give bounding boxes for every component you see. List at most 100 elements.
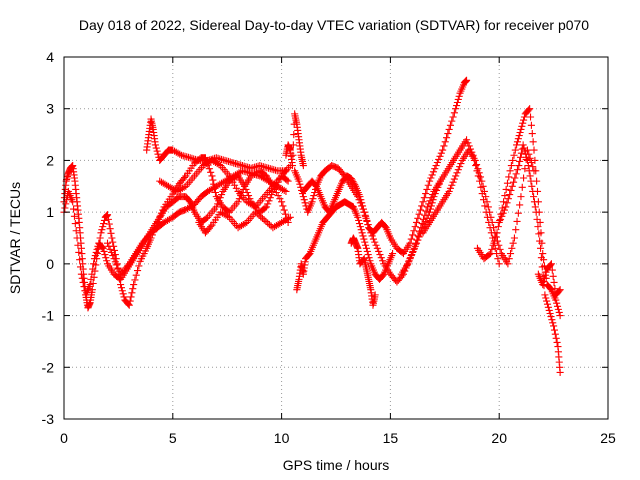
data-point xyxy=(534,223,542,231)
data-point xyxy=(545,306,553,314)
data-point xyxy=(87,275,95,283)
y-tick-label: 1 xyxy=(46,204,54,220)
data-point xyxy=(153,147,161,155)
data-point xyxy=(527,177,535,185)
data-point xyxy=(407,235,415,243)
data-point xyxy=(520,144,528,152)
data-point xyxy=(284,177,292,185)
data-point xyxy=(450,175,458,183)
data-point xyxy=(215,197,223,205)
data-point xyxy=(379,257,387,265)
data-point xyxy=(357,196,365,204)
data-point xyxy=(547,261,555,269)
data-point xyxy=(105,220,113,228)
data-point xyxy=(106,225,114,233)
data-point xyxy=(479,182,487,190)
data-point xyxy=(488,245,496,253)
data-point xyxy=(97,229,105,237)
data-point xyxy=(521,165,529,173)
data-point xyxy=(492,233,500,241)
data-point xyxy=(128,289,136,297)
data-point xyxy=(422,189,430,198)
data-point xyxy=(536,237,544,245)
data-point xyxy=(299,162,307,170)
data-point xyxy=(488,218,496,227)
data-point xyxy=(289,151,297,159)
series-track-n xyxy=(419,146,538,268)
data-point xyxy=(102,254,110,262)
data-point xyxy=(126,297,134,305)
data-point xyxy=(132,271,140,279)
data-point xyxy=(478,177,486,185)
data-point xyxy=(413,236,421,244)
data-point xyxy=(420,194,428,202)
data-point xyxy=(527,121,535,129)
data-point xyxy=(212,203,220,211)
data-point xyxy=(426,197,434,205)
data-point xyxy=(502,203,510,211)
data-point xyxy=(529,163,537,171)
x-tick-label: 25 xyxy=(600,430,616,446)
x-axis-label: GPS time / hours xyxy=(283,457,390,473)
data-point xyxy=(70,212,78,220)
data-point xyxy=(115,274,123,282)
data-point xyxy=(509,156,517,164)
data-point xyxy=(354,213,362,221)
data-point xyxy=(550,326,559,334)
data-point xyxy=(217,191,226,199)
data-point xyxy=(109,238,117,246)
data-point xyxy=(514,209,522,217)
data-point xyxy=(511,146,519,154)
data-point xyxy=(536,218,544,227)
data-point xyxy=(486,249,495,258)
series-track-g xyxy=(282,110,307,170)
data-point xyxy=(106,245,114,253)
data-point xyxy=(308,198,316,206)
data-point xyxy=(452,105,460,113)
data-point xyxy=(79,278,87,287)
data-point xyxy=(500,198,508,206)
data-point xyxy=(489,224,498,232)
data-point xyxy=(517,193,525,201)
data-point xyxy=(550,322,558,330)
grid xyxy=(64,57,608,419)
series-track-c xyxy=(103,167,290,278)
data-point xyxy=(364,221,372,229)
data-point xyxy=(360,208,368,216)
data-point xyxy=(286,213,294,221)
data-point xyxy=(410,227,418,235)
data-point xyxy=(539,249,547,258)
data-point xyxy=(464,139,472,147)
y-tick-label: -1 xyxy=(42,308,55,324)
data-point xyxy=(427,174,435,182)
data-point xyxy=(532,208,540,216)
data-point xyxy=(91,252,99,260)
data-point xyxy=(547,260,555,268)
data-point xyxy=(551,330,559,338)
y-tick-label: -3 xyxy=(42,411,55,427)
data-point xyxy=(242,185,250,193)
data-point xyxy=(454,166,462,174)
data-point xyxy=(448,117,456,125)
data-point xyxy=(290,131,298,139)
data-point xyxy=(103,211,112,219)
data-point xyxy=(75,248,83,257)
data-point xyxy=(86,280,94,289)
data-point xyxy=(110,255,118,263)
data-point xyxy=(283,176,291,184)
series-track-e xyxy=(156,156,294,211)
data-point xyxy=(522,150,530,158)
data-point xyxy=(485,250,493,259)
data-point xyxy=(441,138,449,146)
data-point xyxy=(140,249,148,258)
data-point xyxy=(118,287,126,295)
data-point xyxy=(514,135,522,143)
data-point xyxy=(508,244,516,252)
data-point xyxy=(544,303,552,311)
data-point xyxy=(508,182,516,190)
data-point xyxy=(419,215,428,223)
data-point xyxy=(137,255,146,263)
data-point xyxy=(426,177,434,185)
data-point xyxy=(540,274,549,282)
